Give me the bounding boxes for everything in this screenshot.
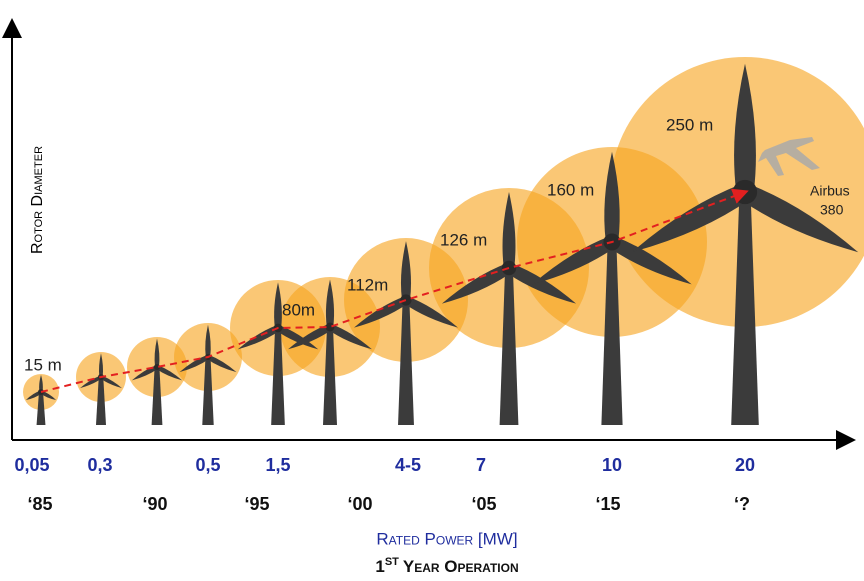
blade (80, 375, 102, 389)
diameter-label: 250 m (666, 115, 713, 134)
blade (604, 151, 620, 242)
power-label: 0,3 (87, 455, 112, 475)
power-label: 0,05 (14, 455, 49, 475)
turbine (288, 279, 372, 425)
airplane-icon (758, 137, 820, 176)
power-label: 1,5 (265, 455, 290, 475)
turbine (25, 374, 57, 425)
diameter-label: 80m (282, 300, 315, 319)
year-label: ‘? (734, 494, 750, 514)
blade (205, 324, 211, 357)
y-axis-title: Rotor Diameter (29, 146, 46, 254)
annotation: Airbus (810, 183, 850, 199)
turbine (532, 151, 692, 425)
year-label: ‘00 (347, 494, 372, 514)
blade (404, 296, 459, 328)
subtitle-number: 1 (375, 557, 384, 576)
year-label: ‘90 (142, 494, 167, 514)
blade (40, 390, 57, 401)
blade (276, 325, 319, 350)
blade (400, 241, 412, 300)
tower (36, 392, 46, 425)
blade (609, 236, 692, 285)
power-label: 10 (602, 455, 622, 475)
blade (288, 324, 332, 350)
blade (131, 365, 158, 381)
blade (325, 279, 335, 327)
blade (502, 192, 516, 268)
turbine (80, 353, 122, 425)
blade (328, 324, 372, 350)
blade (206, 355, 237, 373)
tower (398, 300, 414, 425)
blade (237, 325, 280, 350)
blade (532, 236, 615, 285)
turbine (179, 324, 237, 425)
annotation: 380 (820, 202, 844, 218)
subtitle-text: Year Operation (403, 557, 519, 576)
diameter-label: 126 m (440, 230, 487, 249)
power-label: 0,5 (195, 455, 220, 475)
blade (734, 63, 756, 192)
hub (400, 294, 412, 306)
blade (25, 390, 42, 401)
blade (156, 365, 183, 381)
turbine (631, 63, 859, 425)
turbine (237, 282, 319, 425)
x-axis-subtitle: 1ST Year Operation (375, 556, 518, 577)
blade (506, 263, 577, 304)
blade (39, 374, 43, 392)
diameter-label: 160 m (547, 180, 594, 199)
blade (100, 375, 122, 389)
hub (154, 364, 160, 370)
tower (601, 242, 623, 425)
hub (325, 322, 335, 332)
year-label: ‘05 (471, 494, 496, 514)
tower (271, 328, 285, 425)
turbine (441, 192, 577, 425)
blade (740, 184, 859, 253)
year-label: ‘95 (244, 494, 269, 514)
tower (731, 192, 759, 425)
subtitle-superscript: ST (385, 556, 399, 568)
blade (274, 282, 282, 328)
power-label: 20 (735, 455, 755, 475)
year-label: ‘15 (595, 494, 620, 514)
tower (151, 367, 163, 425)
year-label: ‘85 (27, 494, 52, 514)
power-label: 4-5 (395, 455, 421, 475)
tower (323, 327, 337, 425)
power-label: 7 (476, 455, 486, 475)
blade (179, 355, 210, 373)
diameter-label: 112m (347, 275, 388, 294)
blade (98, 353, 104, 377)
tower (499, 268, 519, 425)
tower (96, 377, 106, 425)
x-axis-title: Rated Power [MW] (376, 529, 517, 548)
turbine (353, 241, 459, 425)
blade (154, 338, 160, 367)
diameter-label: 15 m (24, 355, 62, 374)
turbine (131, 338, 183, 425)
tower (202, 357, 214, 425)
trend-line (40, 188, 749, 393)
